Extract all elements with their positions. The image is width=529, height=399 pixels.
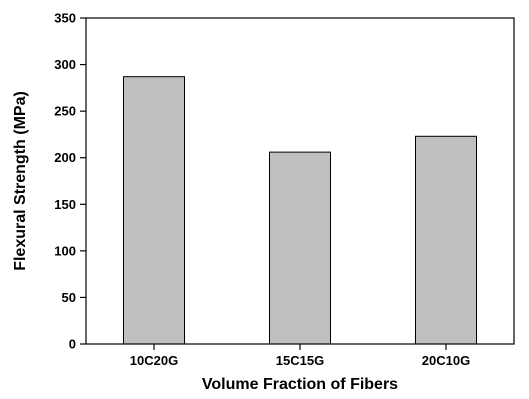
x-tick-label: 15C15G <box>276 353 324 368</box>
x-axis-title: Volume Fraction of Fibers <box>202 376 398 393</box>
plot-frame <box>85 17 515 345</box>
y-tick-label: 300 <box>54 57 76 72</box>
y-tick-label: 0 <box>69 337 76 352</box>
x-tick-label: 10C20G <box>130 353 178 368</box>
y-tick-label: 200 <box>54 150 76 165</box>
y-tick-label: 50 <box>62 290 76 305</box>
y-tick-label: 150 <box>54 197 76 212</box>
bar-15c15g <box>269 151 331 345</box>
y-axis-title: Flexural Strength (MPa) <box>12 91 29 271</box>
bar-10c20g <box>123 76 185 345</box>
y-tick-label: 350 <box>54 11 76 26</box>
x-tick-label: 20C10G <box>422 353 470 368</box>
bar-20c10g <box>415 135 477 345</box>
bars-group <box>123 76 477 345</box>
y-axis-ticks: 0 50 100 150 200 250 300 350 <box>54 11 86 352</box>
x-axis-ticks: 10C20G 15C15G 20C10G <box>130 344 470 368</box>
y-tick-label: 100 <box>54 243 76 258</box>
y-tick-label: 250 <box>54 104 76 119</box>
